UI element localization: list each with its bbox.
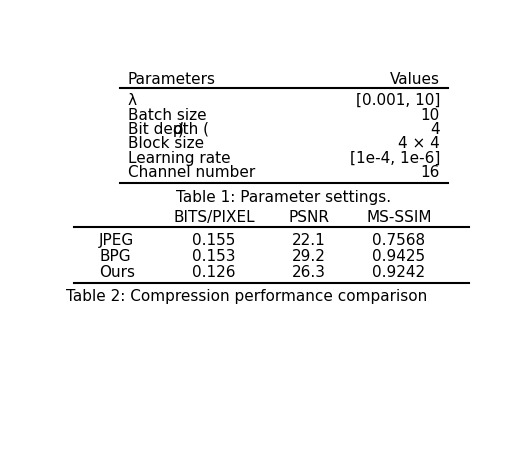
Text: Ours: Ours — [99, 265, 135, 280]
Text: 26.3: 26.3 — [292, 265, 325, 280]
Text: 4: 4 — [430, 122, 440, 137]
Text: 16: 16 — [421, 165, 440, 180]
Text: λ: λ — [128, 93, 137, 108]
Text: ): ) — [178, 122, 183, 137]
Text: 4 × 4: 4 × 4 — [398, 136, 440, 151]
Text: [1e-4, 1e-6]: [1e-4, 1e-6] — [350, 151, 440, 166]
Text: 29.2: 29.2 — [292, 249, 325, 264]
Text: Values: Values — [390, 72, 440, 87]
Text: 22.1: 22.1 — [292, 233, 325, 248]
Text: 0.9242: 0.9242 — [373, 265, 426, 280]
Text: Batch size: Batch size — [128, 108, 207, 123]
Text: PSNR: PSNR — [288, 210, 329, 225]
Text: Parameters: Parameters — [128, 72, 216, 87]
Text: BPG: BPG — [99, 249, 131, 264]
Text: BITS/PIXEL: BITS/PIXEL — [173, 210, 255, 225]
Text: Learning rate: Learning rate — [128, 151, 231, 166]
Text: Bit depth (: Bit depth ( — [128, 122, 209, 137]
Text: d: d — [172, 122, 182, 137]
Text: Channel number: Channel number — [128, 165, 255, 180]
Text: Block size: Block size — [128, 136, 204, 151]
Text: 0.9425: 0.9425 — [373, 249, 426, 264]
Text: Table 2: Compression performance comparison: Table 2: Compression performance compari… — [66, 289, 428, 304]
Text: JPEG: JPEG — [99, 233, 135, 248]
Text: 10: 10 — [421, 108, 440, 123]
Text: MS-SSIM: MS-SSIM — [366, 210, 432, 225]
Text: [0.001, 10]: [0.001, 10] — [356, 93, 440, 108]
Text: 0.153: 0.153 — [192, 249, 236, 264]
Text: Table 1: Parameter settings.: Table 1: Parameter settings. — [176, 190, 392, 205]
Text: 0.7568: 0.7568 — [373, 233, 426, 248]
Text: 0.155: 0.155 — [192, 233, 236, 248]
Text: 0.126: 0.126 — [192, 265, 236, 280]
